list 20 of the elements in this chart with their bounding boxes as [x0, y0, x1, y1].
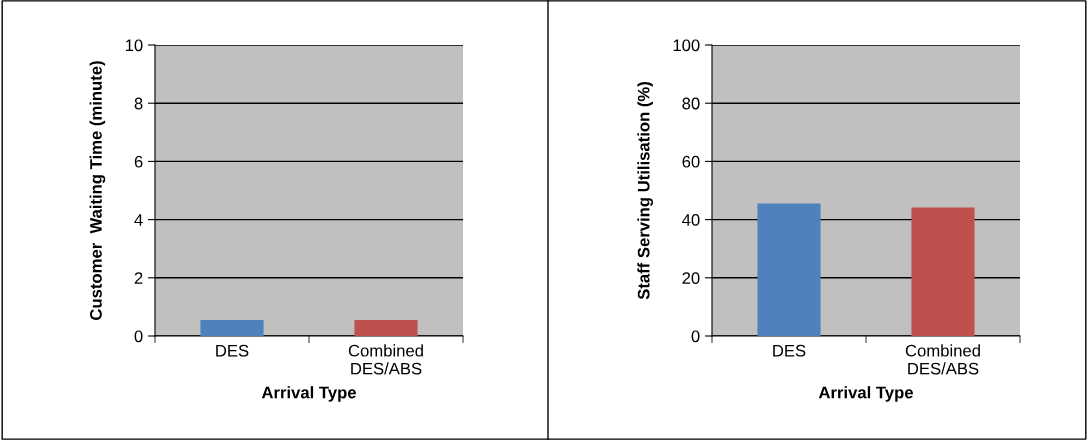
y-axis-title: Staff Serving Utilisation (%) [637, 82, 653, 300]
x-axis-title: Arrival Type [818, 386, 913, 402]
y-tick-label: 10 [125, 39, 143, 52]
y-tick-label: 40 [682, 214, 700, 226]
y-tick-label: 0 [134, 330, 143, 343]
y-tick-label: 20 [682, 272, 700, 284]
y-axis-title: Customer Waiting Time (minute) [89, 61, 106, 320]
x-tick-label: Combined DES/ABS [905, 344, 980, 375]
y-tick-label: 100 [673, 39, 700, 52]
x-tick-label: Combined DES/ABS [348, 344, 423, 375]
y-tick-label: 6 [134, 155, 143, 168]
y-tick-label: 80 [682, 97, 700, 110]
y-tick-label: 2 [134, 272, 143, 284]
x-tick-label: DES [216, 344, 249, 357]
y-tick-label: 4 [134, 214, 143, 226]
y-tick-label: 8 [134, 97, 143, 110]
y-tick-label: 0 [691, 330, 700, 343]
y-tick-label: 60 [682, 155, 700, 168]
x-tick-label: DES [773, 344, 806, 357]
x-axis-title: Arrival Type [261, 386, 356, 402]
